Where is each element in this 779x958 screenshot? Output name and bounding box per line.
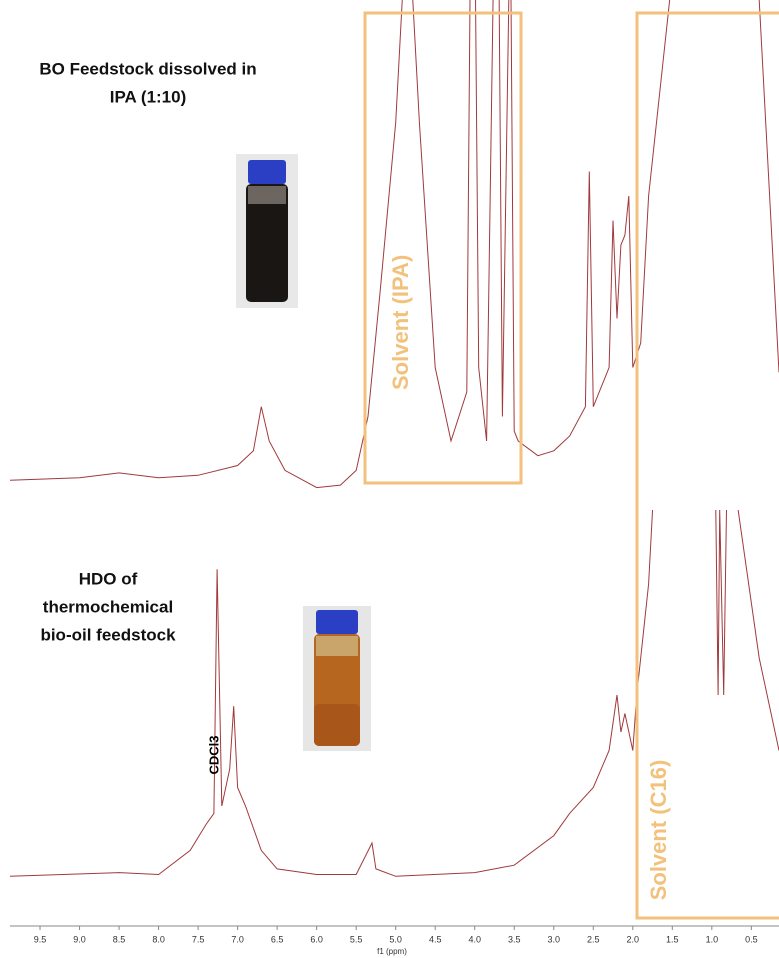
solvent-box [365,13,521,483]
x-tick-label: 2.0 [627,934,640,944]
x-tick-label: 0.5 [745,934,758,944]
x-tick-label: 9.5 [34,934,47,944]
x-tick-label: 8.0 [152,934,165,944]
spectra [10,0,779,876]
peak-label: CDCl3 [206,735,221,774]
x-tick-label: 7.5 [192,934,205,944]
x-tick-label: 1.5 [666,934,679,944]
x-tick-label: 3.0 [547,934,560,944]
sample-label: BO Feedstock dissolved in [39,59,256,78]
x-tick-label: 6.0 [310,934,323,944]
sample-label: IPA (1:10) [110,87,187,106]
solvent-label: Solvent (C16) [646,760,671,901]
x-tick-label: 8.5 [113,934,126,944]
x-tick-label: 9.0 [73,934,86,944]
x-tick-label: 3.5 [508,934,521,944]
x-axis-label: f1 (ppm) [377,947,407,956]
figure: Solvent (IPA) Solvent (C16) BO Feedstock… [0,0,779,958]
sample-label: HDO of [79,569,138,588]
x-tick-label: 5.0 [389,934,402,944]
solvent-label: Solvent (IPA) [388,255,413,390]
x-tick-label: 1.0 [706,934,719,944]
x-tick-label: 4.0 [468,934,481,944]
x-tick-label: 4.5 [429,934,442,944]
vial-photo [303,606,371,751]
x-tick-label: 7.0 [231,934,244,944]
sample-label: bio-oil feedstock [40,625,176,644]
sample-label: thermochemical [43,597,173,616]
x-tick-label: 6.5 [271,934,284,944]
x-tick-label: 5.5 [350,934,363,944]
vial-photo [236,154,298,308]
x-tick-label: 2.5 [587,934,600,944]
